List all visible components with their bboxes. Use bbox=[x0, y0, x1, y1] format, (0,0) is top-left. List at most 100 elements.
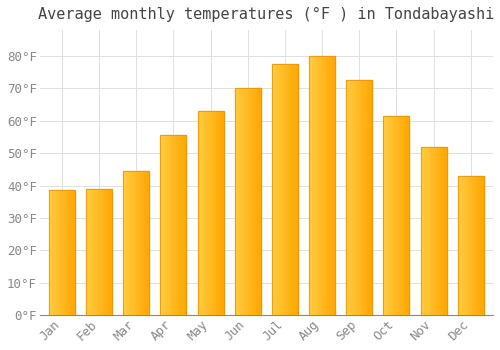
Bar bbox=[256, 89, 257, 315]
Bar bbox=[52, 190, 53, 315]
Bar bbox=[54, 190, 56, 315]
Bar bbox=[128, 171, 130, 315]
Bar bbox=[326, 56, 328, 315]
Bar bbox=[111, 189, 112, 315]
Bar bbox=[434, 147, 435, 315]
Bar bbox=[391, 116, 392, 315]
Bar bbox=[427, 147, 428, 315]
Bar bbox=[248, 89, 249, 315]
Bar bbox=[394, 116, 395, 315]
Bar bbox=[108, 189, 110, 315]
Bar bbox=[312, 56, 313, 315]
Bar bbox=[148, 171, 150, 315]
Bar bbox=[162, 135, 163, 315]
Bar bbox=[282, 64, 284, 315]
Bar bbox=[244, 89, 245, 315]
Bar bbox=[135, 171, 136, 315]
Bar bbox=[435, 147, 436, 315]
Bar bbox=[212, 111, 214, 315]
Bar bbox=[431, 147, 432, 315]
Bar bbox=[458, 176, 459, 315]
Bar bbox=[402, 116, 403, 315]
Bar bbox=[277, 64, 278, 315]
Bar bbox=[70, 190, 71, 315]
Bar bbox=[136, 171, 138, 315]
Bar bbox=[102, 189, 103, 315]
Bar bbox=[349, 80, 350, 315]
Bar bbox=[253, 89, 254, 315]
Bar bbox=[260, 89, 261, 315]
Bar bbox=[208, 111, 210, 315]
Bar bbox=[330, 56, 331, 315]
Bar bbox=[423, 147, 424, 315]
Bar bbox=[127, 171, 128, 315]
Bar bbox=[90, 189, 92, 315]
Bar bbox=[206, 111, 208, 315]
Bar bbox=[404, 116, 406, 315]
Bar bbox=[174, 135, 175, 315]
Bar bbox=[392, 116, 394, 315]
Bar bbox=[420, 147, 446, 315]
Bar bbox=[463, 176, 464, 315]
Bar bbox=[384, 116, 386, 315]
Bar bbox=[217, 111, 218, 315]
Bar bbox=[280, 64, 281, 315]
Bar bbox=[471, 176, 472, 315]
Bar bbox=[50, 190, 51, 315]
Bar bbox=[476, 176, 478, 315]
Bar bbox=[430, 147, 431, 315]
Bar bbox=[363, 80, 364, 315]
Bar bbox=[168, 135, 170, 315]
Bar bbox=[245, 89, 246, 315]
Bar bbox=[321, 56, 322, 315]
Bar bbox=[126, 171, 127, 315]
Bar bbox=[350, 80, 352, 315]
Bar bbox=[249, 89, 250, 315]
Bar bbox=[146, 171, 148, 315]
Bar bbox=[160, 135, 162, 315]
Bar bbox=[313, 56, 314, 315]
Bar bbox=[124, 171, 126, 315]
Bar bbox=[296, 64, 298, 315]
Bar bbox=[368, 80, 370, 315]
Bar bbox=[272, 64, 274, 315]
Bar bbox=[170, 135, 171, 315]
Bar bbox=[140, 171, 141, 315]
Bar bbox=[384, 116, 409, 315]
Bar bbox=[358, 80, 360, 315]
Bar bbox=[332, 56, 334, 315]
Bar bbox=[62, 190, 64, 315]
Bar bbox=[49, 190, 75, 315]
Bar bbox=[334, 56, 335, 315]
Bar bbox=[324, 56, 326, 315]
Bar bbox=[274, 64, 276, 315]
Bar bbox=[289, 64, 290, 315]
Bar bbox=[408, 116, 410, 315]
Bar bbox=[320, 56, 321, 315]
Bar bbox=[482, 176, 484, 315]
Bar bbox=[235, 89, 236, 315]
Bar bbox=[160, 135, 186, 315]
Bar bbox=[362, 80, 363, 315]
Bar bbox=[68, 190, 70, 315]
Bar bbox=[143, 171, 144, 315]
Bar bbox=[481, 176, 482, 315]
Bar bbox=[96, 189, 98, 315]
Bar bbox=[88, 189, 89, 315]
Bar bbox=[214, 111, 216, 315]
Bar bbox=[272, 64, 298, 315]
Bar bbox=[459, 176, 460, 315]
Bar bbox=[216, 111, 217, 315]
Bar bbox=[130, 171, 131, 315]
Bar bbox=[199, 111, 200, 315]
Bar bbox=[67, 190, 68, 315]
Bar bbox=[175, 135, 176, 315]
Bar bbox=[360, 80, 362, 315]
Bar bbox=[180, 135, 182, 315]
Bar bbox=[310, 56, 312, 315]
Bar bbox=[420, 147, 422, 315]
Bar bbox=[352, 80, 353, 315]
Bar bbox=[198, 111, 224, 315]
Bar bbox=[371, 80, 372, 315]
Bar bbox=[235, 89, 261, 315]
